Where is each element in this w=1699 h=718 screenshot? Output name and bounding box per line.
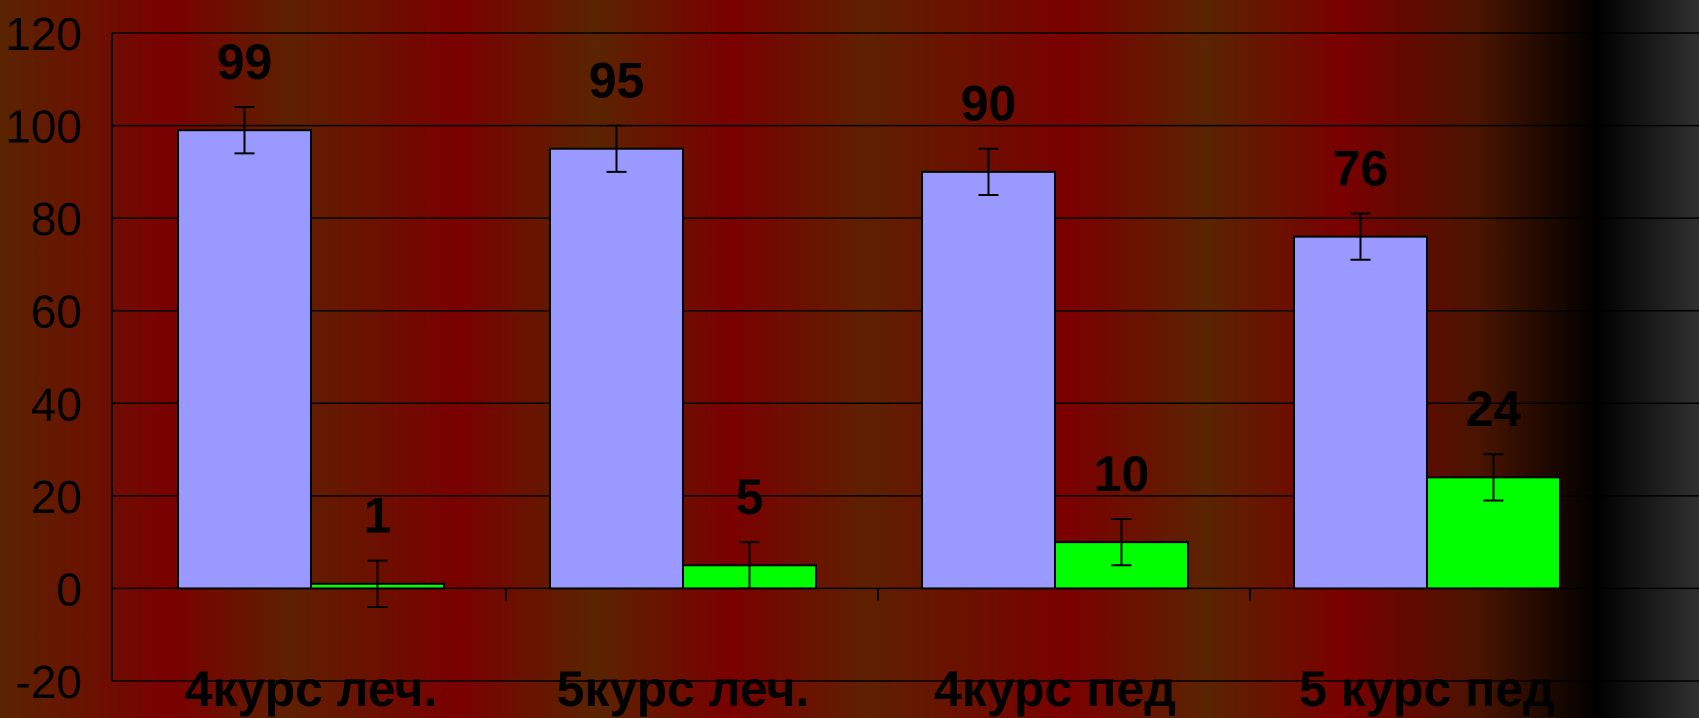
bar	[1293, 235, 1428, 590]
data-label: 95	[589, 53, 645, 109]
y-tick-label: 0	[56, 563, 82, 615]
category-label: 4курс пед	[934, 661, 1176, 717]
y-tick-label: 100	[5, 101, 82, 153]
data-label: 90	[961, 76, 1017, 132]
bar	[177, 129, 312, 590]
data-label: 1	[364, 488, 392, 544]
y-tick-label: 60	[31, 286, 82, 338]
data-label: 24	[1466, 381, 1522, 437]
data-label: 10	[1094, 446, 1150, 502]
data-label: 99	[217, 34, 273, 90]
y-tick-label: 120	[5, 8, 82, 60]
category-label: 5 курс пед	[1299, 661, 1555, 717]
data-label: 5	[736, 469, 764, 525]
category-label: 4курс леч.	[185, 661, 438, 717]
y-tick-label: -20	[16, 656, 82, 708]
data-label: 76	[1333, 141, 1389, 197]
bar	[921, 170, 1056, 590]
y-tick-label: 20	[31, 471, 82, 523]
category-label: 5курс леч.	[557, 661, 810, 717]
y-tick-label: 40	[31, 378, 82, 430]
bar	[549, 147, 684, 590]
y-tick-label: 80	[31, 193, 82, 245]
